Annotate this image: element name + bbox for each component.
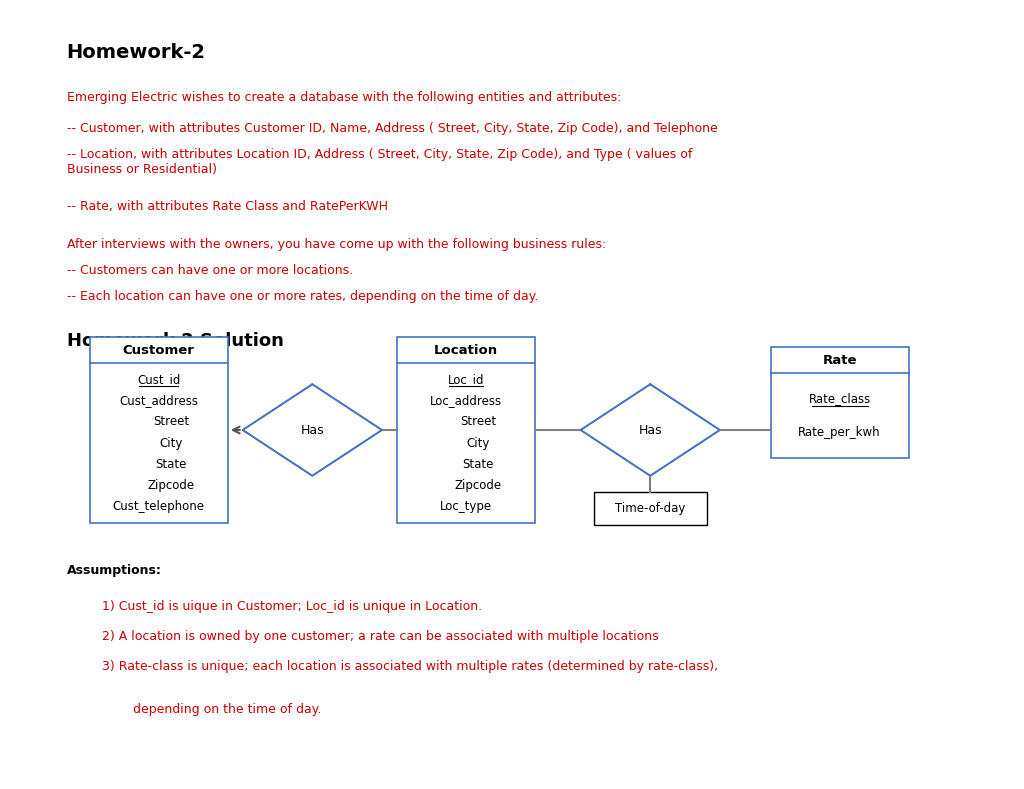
- Text: Location: Location: [434, 344, 498, 357]
- Text: Customer: Customer: [123, 344, 195, 357]
- Text: Loc_type: Loc_type: [440, 500, 492, 514]
- Bar: [90, 338, 227, 522]
- Text: Cust_id: Cust_id: [137, 372, 180, 386]
- Text: Cust_address: Cust_address: [119, 394, 199, 407]
- Text: -- Rate, with attributes Rate Class and RatePerKWH: -- Rate, with attributes Rate Class and …: [67, 200, 387, 213]
- Text: City: City: [160, 436, 182, 450]
- Text: State: State: [463, 458, 494, 471]
- Text: Loc_id: Loc_id: [447, 372, 484, 386]
- Text: 3) Rate-class is unique; each location is associated with multiple rates (determ: 3) Rate-class is unique; each location i…: [102, 660, 719, 672]
- Polygon shape: [243, 384, 382, 476]
- Text: -- Location, with attributes Location ID, Address ( Street, City, State, Zip Cod: -- Location, with attributes Location ID…: [67, 148, 692, 176]
- Text: Street: Street: [153, 415, 189, 428]
- Text: Cust_telephone: Cust_telephone: [113, 500, 205, 514]
- Text: Rate: Rate: [822, 353, 857, 367]
- Text: Loc_address: Loc_address: [430, 394, 502, 407]
- Text: -- Customers can have one or more locations.: -- Customers can have one or more locati…: [67, 264, 352, 277]
- Text: After interviews with the owners, you have come up with the following business r: After interviews with the owners, you ha…: [67, 238, 606, 251]
- Text: City: City: [467, 436, 489, 450]
- Text: Zipcode: Zipcode: [147, 479, 195, 492]
- Text: depending on the time of day.: depending on the time of day.: [133, 703, 322, 716]
- Bar: [397, 338, 535, 522]
- Text: Has: Has: [300, 424, 325, 436]
- Text: Time-of-day: Time-of-day: [615, 503, 685, 515]
- Text: Homework 2 Solution: Homework 2 Solution: [67, 332, 284, 350]
- Bar: [770, 347, 909, 458]
- Text: State: State: [156, 458, 186, 471]
- Text: -- Customer, with attributes Customer ID, Name, Address ( Street, City, State, Z: -- Customer, with attributes Customer ID…: [67, 122, 717, 135]
- Polygon shape: [581, 384, 720, 476]
- Text: Homework-2: Homework-2: [67, 43, 206, 62]
- Text: Street: Street: [460, 415, 497, 428]
- Text: 1) Cust_id is uique in Customer; Loc_id is unique in Location.: 1) Cust_id is uique in Customer; Loc_id …: [102, 600, 482, 612]
- Text: Zipcode: Zipcode: [455, 479, 502, 492]
- Text: Assumptions:: Assumptions:: [67, 564, 162, 577]
- Text: Emerging Electric wishes to create a database with the following entities and at: Emerging Electric wishes to create a dat…: [67, 91, 621, 103]
- Text: Rate_per_kwh: Rate_per_kwh: [799, 426, 881, 439]
- Text: -- Each location can have one or more rates, depending on the time of day.: -- Each location can have one or more ra…: [67, 290, 538, 303]
- Text: Has: Has: [638, 424, 663, 436]
- Text: Rate_class: Rate_class: [809, 392, 870, 405]
- Text: 2) A location is owned by one customer; a rate can be associated with multiple l: 2) A location is owned by one customer; …: [102, 630, 659, 642]
- Bar: [594, 492, 707, 525]
